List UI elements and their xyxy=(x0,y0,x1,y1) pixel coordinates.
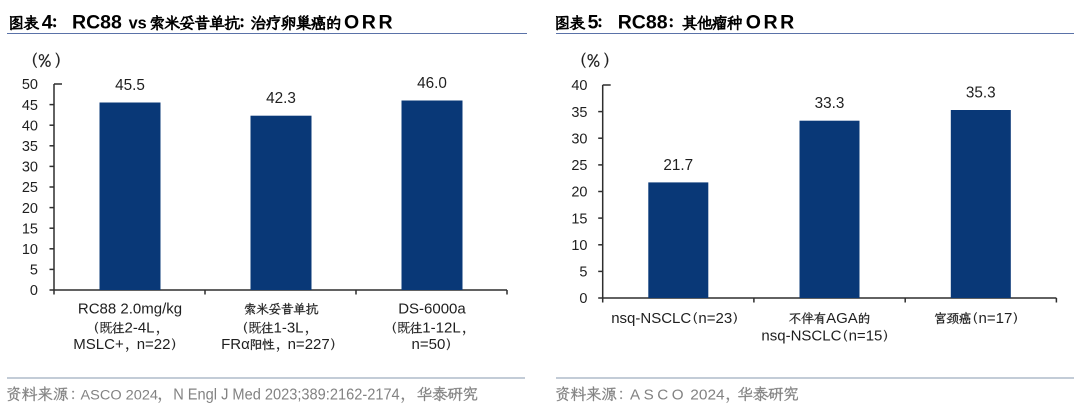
svg-text:ORR: ORR xyxy=(746,12,797,34)
svg-text:50: 50 xyxy=(22,77,38,93)
svg-text:ASCO 2024: ASCO 2024 xyxy=(81,388,159,404)
svg-text:4: 4 xyxy=(42,12,53,34)
svg-text:ASCO: ASCO xyxy=(630,387,687,404)
svg-text:0: 0 xyxy=(30,283,38,299)
svg-text:15: 15 xyxy=(22,221,38,237)
svg-text:15: 15 xyxy=(571,211,587,227)
svg-text:RC88: RC88 xyxy=(618,12,668,34)
svg-text:n=23: n=23 xyxy=(698,310,732,327)
svg-text:MSLC+: MSLC+ xyxy=(73,336,124,353)
svg-text:5: 5 xyxy=(30,263,38,279)
svg-text:1-12L: 1-12L xyxy=(422,320,460,337)
svg-text:35: 35 xyxy=(22,139,38,155)
svg-text:25: 25 xyxy=(22,180,38,196)
svg-text:AGA: AGA xyxy=(826,310,858,327)
svg-text:RC88: RC88 xyxy=(72,12,122,34)
svg-text:FRα: FRα xyxy=(221,336,250,353)
svg-text:30: 30 xyxy=(571,131,587,147)
svg-text:vs: vs xyxy=(129,15,147,33)
svg-text:5: 5 xyxy=(588,12,599,34)
svg-text:nsq-NSCLC: nsq-NSCLC xyxy=(761,328,841,345)
svg-text:nsq-NSCLC: nsq-NSCLC xyxy=(611,310,691,327)
svg-text:n=17: n=17 xyxy=(979,310,1013,327)
svg-text:33.3: 33.3 xyxy=(815,95,845,112)
svg-text:1-3L: 1-3L xyxy=(274,320,304,337)
svg-text:n=22: n=22 xyxy=(137,336,171,353)
svg-text:DS-6000a: DS-6000a xyxy=(398,301,466,318)
svg-text:RC88 2.0mg/kg: RC88 2.0mg/kg xyxy=(78,301,182,318)
svg-text:ORR: ORR xyxy=(344,12,395,34)
svg-text:45.5: 45.5 xyxy=(115,77,145,94)
svg-text:42.3: 42.3 xyxy=(266,90,296,107)
svg-text:25: 25 xyxy=(571,158,587,174)
svg-text:0: 0 xyxy=(579,291,587,307)
svg-text:N Engl J Med 2023;389:2162-217: N Engl J Med 2023;389:2162-2174 xyxy=(173,387,400,404)
svg-text:20: 20 xyxy=(22,201,38,217)
svg-text:2-4L: 2-4L xyxy=(125,320,155,337)
svg-text:2024: 2024 xyxy=(690,387,724,404)
svg-text:n=50: n=50 xyxy=(412,336,446,353)
svg-text:35.3: 35.3 xyxy=(966,84,996,101)
svg-text:40: 40 xyxy=(571,78,587,94)
svg-text:n=15: n=15 xyxy=(849,328,883,345)
svg-text:35: 35 xyxy=(571,105,587,121)
svg-text:21.7: 21.7 xyxy=(663,157,693,174)
svg-text:20: 20 xyxy=(571,185,587,201)
svg-text:5: 5 xyxy=(579,265,587,281)
svg-text:30: 30 xyxy=(22,160,38,176)
svg-text:n=227: n=227 xyxy=(288,336,330,353)
svg-text:45: 45 xyxy=(22,98,38,114)
svg-text:10: 10 xyxy=(22,242,38,258)
svg-text:10: 10 xyxy=(571,238,587,254)
svg-text:40: 40 xyxy=(22,118,38,134)
svg-text:46.0: 46.0 xyxy=(417,75,447,92)
